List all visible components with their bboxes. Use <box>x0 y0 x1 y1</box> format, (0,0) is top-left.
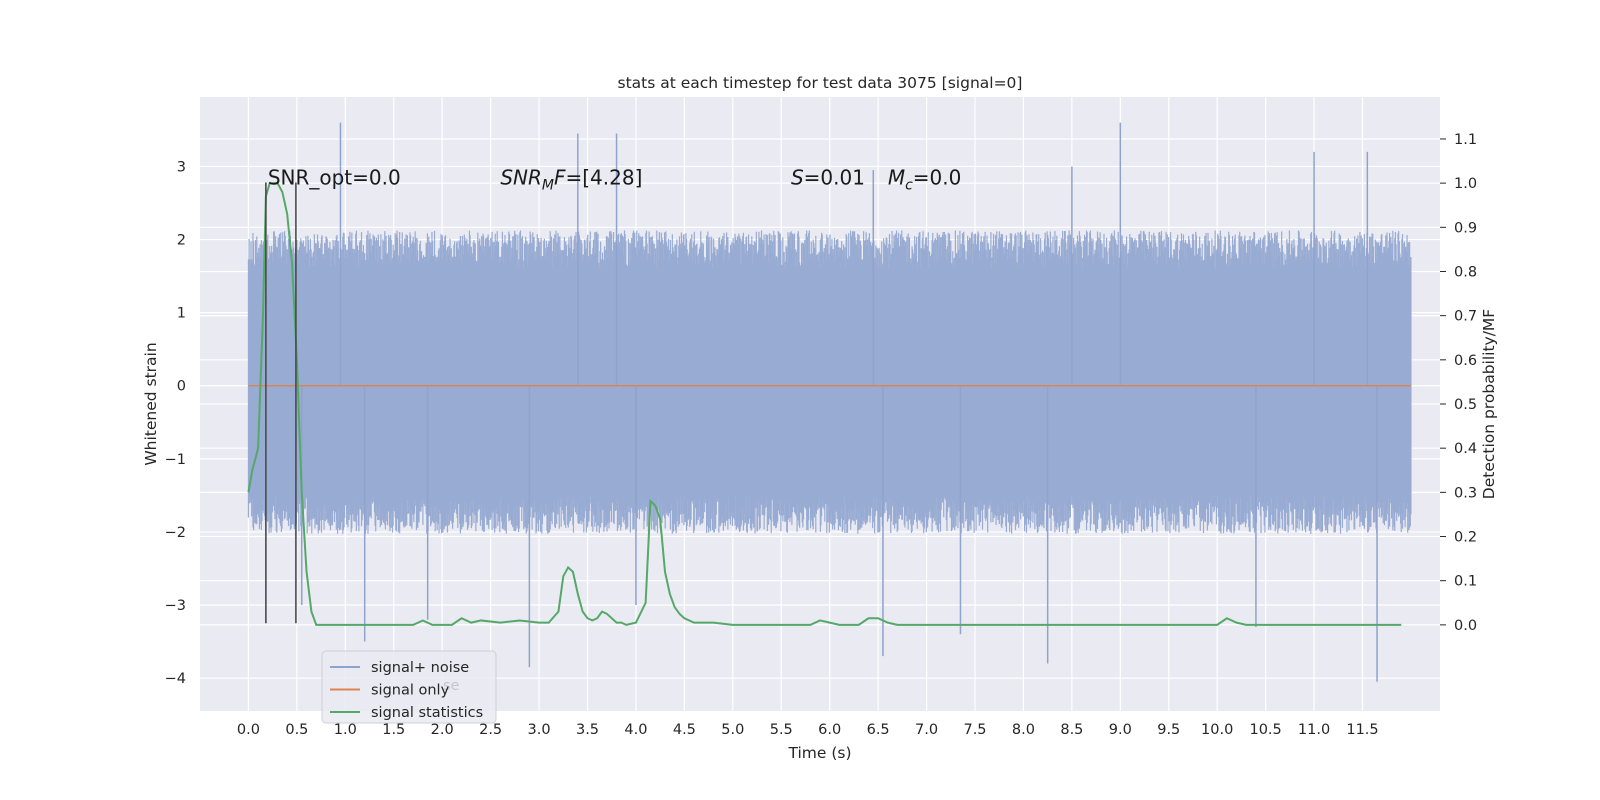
x-tick-label: 2.5 <box>479 722 502 738</box>
legend: se signal+ noise signal only signal statist… <box>321 650 497 724</box>
y2-tick-label: 1.1 <box>1454 132 1477 148</box>
legend-label: signal+ noise <box>371 660 469 676</box>
x-tick-label: 10.5 <box>1249 722 1281 738</box>
y2-tick-label: 0.2 <box>1454 530 1477 546</box>
legend-label: signal statistics <box>371 705 483 721</box>
x-tick-label: 1.5 <box>382 722 405 738</box>
x-axis-title: Time (s) <box>787 744 851 762</box>
annotation-mc: Mc=0.0 <box>888 166 962 194</box>
x-tick-label: 8.0 <box>1012 722 1035 738</box>
tick-labels: 0.0 0.5 1.0 1.5 2.0 2.5 3.0 3.5 4.0 4.5 5.0 5.5 6.0 6… <box>165 132 1477 738</box>
x-tick-label: 2.0 <box>431 722 454 738</box>
x-tick-label: 9.5 <box>1157 722 1180 738</box>
y-tick-label: 1 <box>177 306 186 322</box>
y2-tick-label: 0.1 <box>1454 574 1477 590</box>
x-tick-label: 7.5 <box>963 722 986 738</box>
y-tick-label: 0 <box>177 379 186 395</box>
x-tick-label: 3.5 <box>576 722 599 738</box>
y-tick-label: −2 <box>165 525 186 541</box>
annotation-snr-opt: SNR_opt=0.0 <box>268 166 401 190</box>
marker-lines <box>265 182 297 624</box>
y-tick-label: −1 <box>165 452 186 468</box>
x-tick-label: 0.0 <box>237 722 260 738</box>
series-lines <box>247 182 1411 626</box>
x-tick-label: 4.5 <box>673 722 696 738</box>
x-tick-label: 11.5 <box>1346 722 1378 738</box>
x-tick-label: 11.0 <box>1298 722 1330 738</box>
y2-tick-label: 1.0 <box>1454 176 1477 192</box>
y-axis-title: Whitened strain <box>142 342 160 465</box>
y2-tick-label: 0.9 <box>1454 220 1477 236</box>
y2-tick-label: 0.6 <box>1454 353 1477 369</box>
x-tick-label: 9.0 <box>1109 722 1132 738</box>
legend-label: signal only <box>371 683 450 699</box>
y2-tick-label: 0.7 <box>1454 309 1477 325</box>
x-tick-label: 4.0 <box>624 722 647 738</box>
y-tick-label: −3 <box>165 598 186 614</box>
y2-axis-title: Detection probability/MF <box>1480 309 1498 500</box>
legend-box <box>321 650 497 724</box>
noise-trace <box>247 230 1412 534</box>
annotations: SNR_opt=0.0 SNRMF=[4.28] S=0.01 Mc=0.0 <box>268 166 962 194</box>
x-tick-label: 6.0 <box>818 722 841 738</box>
y2-tick-label: 0.0 <box>1454 618 1477 634</box>
series-signal-plus-noise <box>247 122 1412 682</box>
y-tick-label: 2 <box>177 233 186 249</box>
y2-tick-label: 0.4 <box>1454 441 1477 457</box>
x-tick-label: 5.5 <box>770 722 793 738</box>
x-tick-label: 8.5 <box>1060 722 1083 738</box>
x-tick-label: 0.5 <box>285 722 308 738</box>
legend-ghost-text: se <box>443 678 460 694</box>
annotation-snr-mf: SNRMF=[4.28] <box>500 166 642 194</box>
x-tick-label: 3.0 <box>528 722 551 738</box>
x-tick-label: 1.0 <box>334 722 357 738</box>
x-tick-label: 5.0 <box>721 722 744 738</box>
x-tick-label: 6.5 <box>867 722 890 738</box>
y2-tick-label: 0.3 <box>1454 485 1477 501</box>
x-tick-label: 7.0 <box>915 722 938 738</box>
y2-tick-label: 0.8 <box>1454 264 1477 280</box>
chart-title: stats at each timestep for test data 307… <box>618 74 1023 92</box>
x-tick-label: 10.0 <box>1201 722 1233 738</box>
series-line <box>247 182 1402 626</box>
y2-tick-label: 0.5 <box>1454 397 1477 413</box>
annotation-s-stat: S=0.01 <box>791 166 865 190</box>
y-tick-label: 3 <box>177 159 186 175</box>
y-tick-label: −4 <box>165 671 186 687</box>
